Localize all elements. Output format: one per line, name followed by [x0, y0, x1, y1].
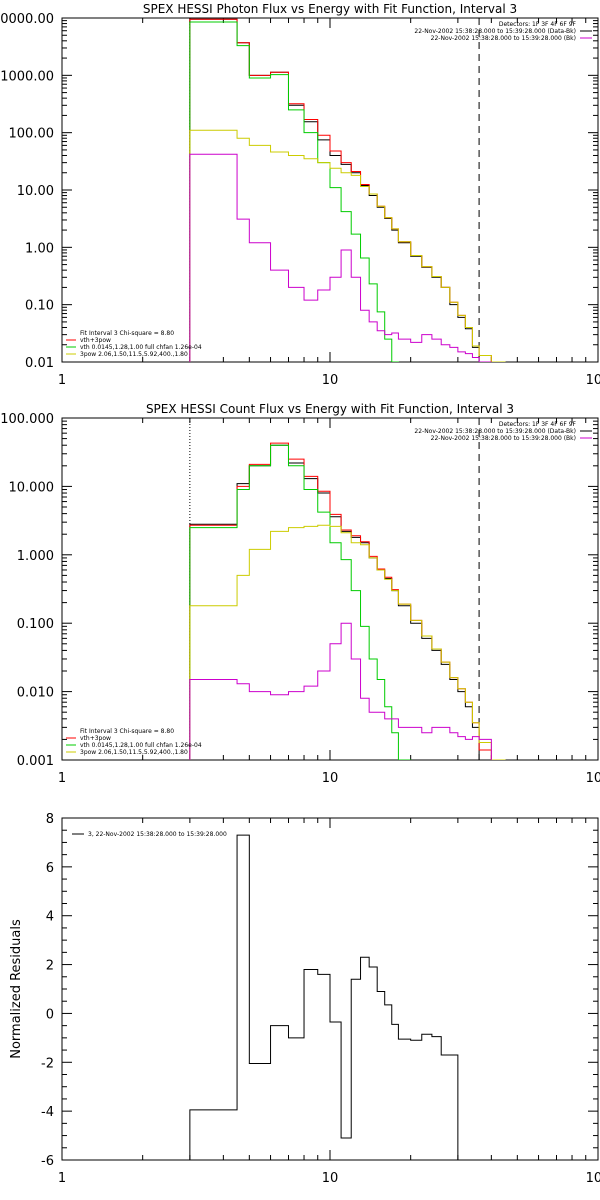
- y-tick-label: -6: [41, 1154, 54, 1169]
- legend-entry: 3pow 2.06,1.50,11.5,5.92,400.,1.80: [80, 351, 188, 358]
- y-tick-label: 0.100: [17, 617, 54, 632]
- legend-entry: vth 0.0145,1.28,1.00 full chfan 1.26e-04: [80, 344, 202, 351]
- y-tick-label: 10.00: [17, 184, 54, 199]
- x-tick-label: 10: [322, 373, 339, 388]
- legend-entry: 3pow 2.06,1.50,11.5,5.92,400.,1.80: [80, 749, 188, 756]
- legend-entry: Detectors: 1F 3F 4F 6F 9F: [499, 421, 577, 428]
- y-tick-label: 100.00: [9, 127, 55, 142]
- legend-entry: 22-Nov-2002 15:38:28.000 to 15:39:28.000…: [431, 35, 576, 42]
- y-tick-label: 6: [46, 861, 54, 876]
- x-tick-label: 100: [586, 373, 600, 388]
- y-tick-label: 0.01: [25, 356, 54, 371]
- series-line-4: [189, 622, 492, 760]
- series-line-0: [189, 444, 480, 760]
- series-group: [189, 442, 506, 760]
- y-tick-label: 100.000: [0, 412, 54, 427]
- legend-entry: 22-Nov-2002 15:38:28.000 to 15:39:28.000…: [414, 428, 576, 435]
- series-line-1: [189, 442, 492, 760]
- y-tick-label: 2: [46, 959, 54, 974]
- plot-frame: [61, 417, 599, 761]
- x-tick-label: 100: [586, 1171, 600, 1186]
- series-line-0: [189, 18, 480, 362]
- series-line-3: [189, 129, 506, 362]
- x-tick-label: 10: [322, 771, 339, 786]
- legend-entry: 22-Nov-2002 15:38:28.000 to 15:39:28.000…: [431, 435, 576, 442]
- legend-entry: 22-Nov-2002 15:38:28.000 to 15:39:28.000…: [414, 28, 576, 35]
- legend-entry: vth+3pow: [80, 337, 111, 344]
- series-line-2: [189, 21, 399, 362]
- y-tick-label: 1.000: [17, 549, 54, 564]
- count-flux-panel: SPEX HESSI Count Flux vs Energy with Fit…: [0, 402, 600, 786]
- y-tick-label: 1000.00: [0, 69, 54, 84]
- y-axis-label: Normalized Residuals: [9, 919, 24, 1059]
- x-tick-label: 1: [58, 373, 66, 388]
- legend-entry: 3, 22-Nov-2002 15:38:28.000 to 15:39:28.…: [88, 831, 227, 838]
- y-tick-label: 8: [46, 812, 54, 827]
- series-line-3: [189, 524, 506, 760]
- plot-frame: [61, 17, 599, 363]
- series-line-0: [189, 834, 459, 1160]
- y-tick-label: 0: [46, 1007, 54, 1022]
- series-group: [189, 834, 459, 1160]
- y-tick-label: -4: [41, 1105, 54, 1120]
- series-line-2: [189, 444, 412, 760]
- chart-title: SPEX HESSI Count Flux vs Energy with Fit…: [146, 402, 514, 416]
- x-tick-label: 1: [58, 771, 66, 786]
- x-tick-label: 10: [322, 1171, 339, 1186]
- y-tick-label: 0.001: [17, 754, 54, 769]
- legend-entry: Fit Interval 3 Chi-square = 8.80: [80, 728, 174, 735]
- legend-entry: vth+3pow: [80, 735, 111, 742]
- y-tick-label: 4: [46, 910, 54, 925]
- legend-entry: Fit Interval 3 Chi-square = 8.80: [80, 330, 174, 337]
- legend-entry: vth 0.0145,1.28,1.00 full chfan 1.26e-04: [80, 742, 202, 749]
- x-tick-label: 100: [586, 771, 600, 786]
- series-group: [189, 18, 506, 362]
- chart-title: SPEX HESSI Photon Flux vs Energy with Fi…: [143, 2, 517, 16]
- series-line-4: [189, 153, 492, 362]
- y-tick-label: 0000.00: [0, 12, 54, 27]
- y-tick-label: 10.000: [9, 480, 55, 495]
- y-tick-label: 0.010: [17, 686, 54, 701]
- y-tick-label: -2: [41, 1056, 54, 1071]
- x-tick-label: 1: [58, 1171, 66, 1186]
- y-tick-label: 1.00: [25, 241, 54, 256]
- legend-entry: Detectors: 1F 3F 4F 6F 9F: [499, 21, 577, 28]
- photon-flux-panel: SPEX HESSI Photon Flux vs Energy with Fi…: [0, 2, 600, 388]
- residuals-panel: 1 10 100 8 6 4 2 0 -2 -4 -6 Normalized Residuals 3, …: [9, 812, 600, 1186]
- y-tick-label: 0.10: [25, 299, 54, 314]
